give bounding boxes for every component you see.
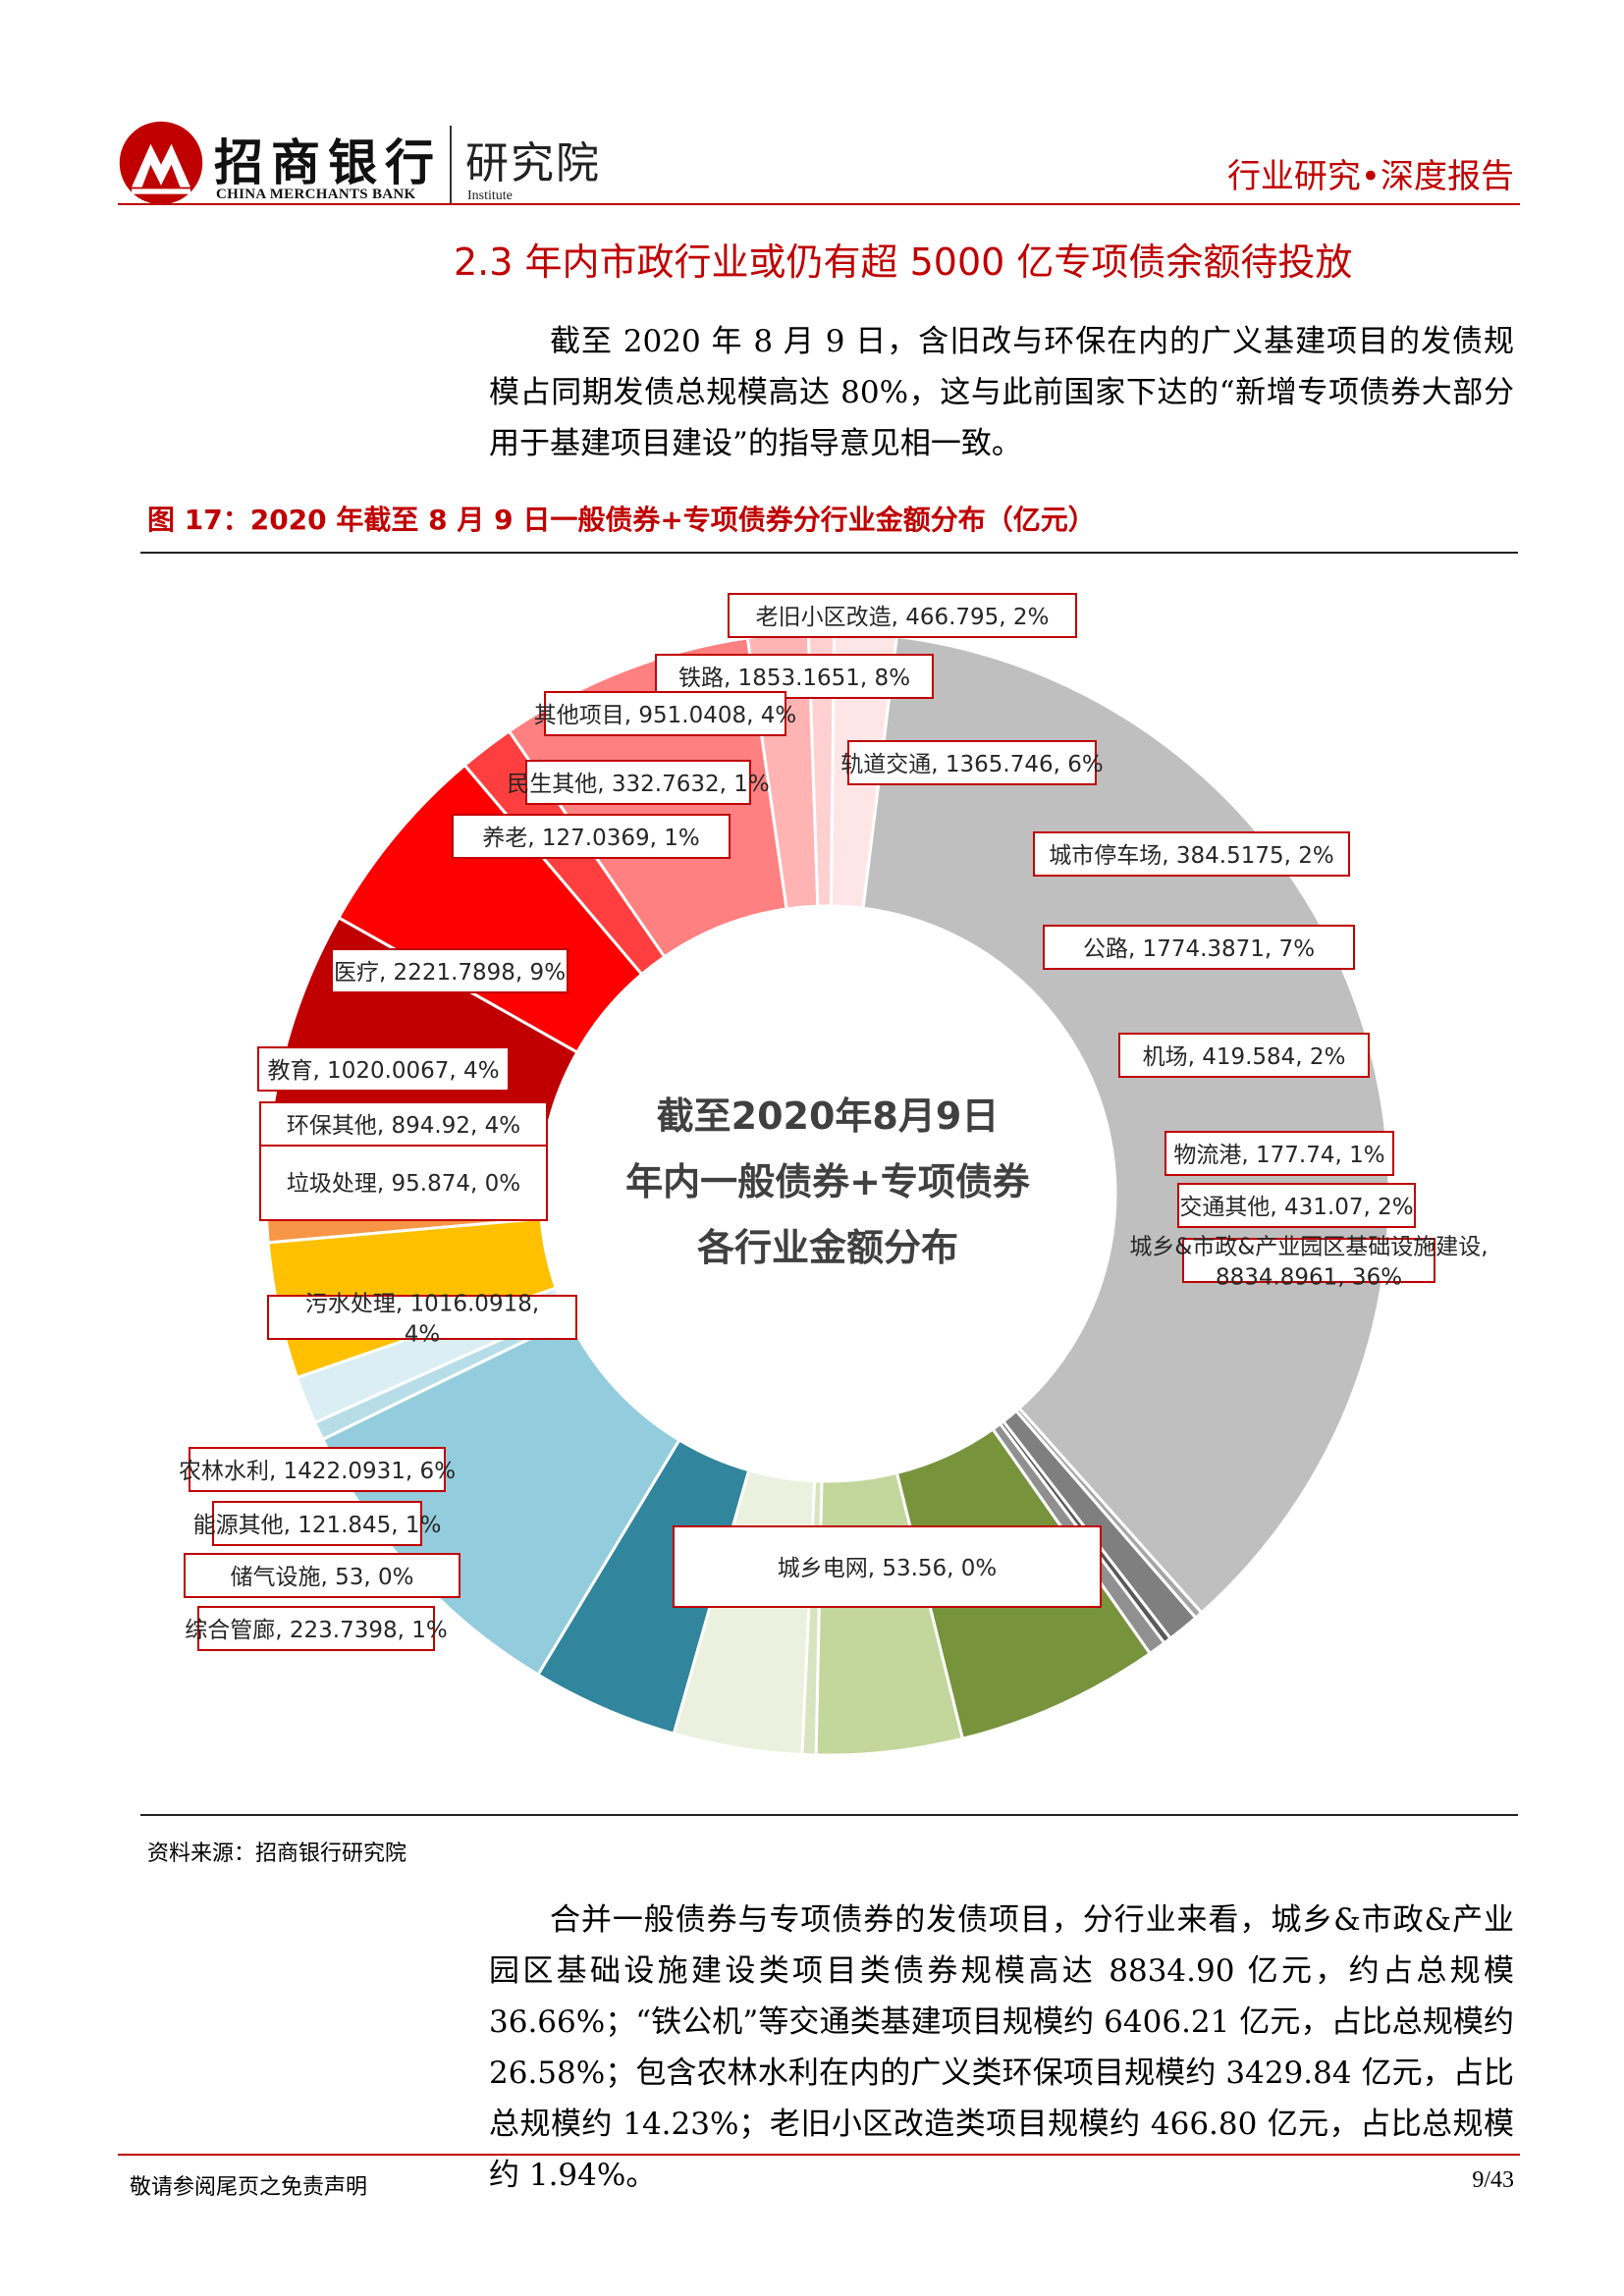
label-11: 储气设施, 53, 0% bbox=[184, 1553, 460, 1598]
label-box bbox=[212, 1501, 422, 1546]
label-text: 能源其他, 121.845, 1% bbox=[193, 1513, 442, 1538]
label-text: 轨道交通, 1365.746, 6% bbox=[840, 752, 1103, 777]
label-10: 综合管廊, 223.7398, 1% bbox=[185, 1606, 448, 1651]
label-text: 储气设施, 53, 0% bbox=[231, 1565, 414, 1590]
label-text: 机场, 419.584, 2% bbox=[1143, 1044, 1346, 1070]
label-9: 城乡电网, 53.56, 0% bbox=[673, 1525, 1102, 1608]
label-text: 交通其他, 431.07, 2% bbox=[1179, 1195, 1413, 1220]
label-box bbox=[847, 740, 1097, 785]
label-8: 城乡&市政&产业园区基础设施建设, 8834.8961, 36% bbox=[1129, 1235, 1488, 1291]
center-title-line-0: 截至2020年8月9日 bbox=[657, 1095, 1000, 1138]
label-text: 环保其他, 894.92, 4% bbox=[287, 1113, 520, 1139]
label-box bbox=[259, 1143, 548, 1221]
label-text: 教育, 1020.0067, 4% bbox=[267, 1058, 499, 1084]
label-18: 医疗, 2221.7898, 9% bbox=[331, 948, 568, 993]
footer-rule bbox=[118, 2154, 1520, 2156]
label-box bbox=[1182, 1238, 1435, 1283]
label-text: 物流港, 177.74, 1% bbox=[1173, 1143, 1384, 1168]
label-box bbox=[1043, 925, 1355, 970]
label-text: 民生其他, 332.7632, 1% bbox=[507, 772, 769, 797]
label-1: 铁路, 1853.1651, 8% bbox=[655, 654, 934, 699]
label-box bbox=[197, 1606, 435, 1651]
label-15: 垃圾处理, 95.874, 0% bbox=[259, 1143, 548, 1221]
label-box bbox=[184, 1553, 460, 1598]
label-text: 城市停车场, 384.5175, 2% bbox=[1049, 843, 1333, 869]
report-type: 行业研究•深度报告 bbox=[1226, 157, 1514, 196]
label-7: 交通其他, 431.07, 2% bbox=[1177, 1183, 1416, 1228]
label-text: 养老, 127.0369, 1% bbox=[482, 826, 699, 851]
label-text: 城乡&市政&产业园区基础设施建设, bbox=[1129, 1235, 1488, 1260]
brand-name-cn: 招商银行 bbox=[214, 133, 442, 191]
label-17: 教育, 1020.0067, 4% bbox=[257, 1046, 510, 1092]
label-text: 8834.8961, 36% bbox=[1216, 1265, 1402, 1291]
label-5: 机场, 419.584, 2% bbox=[1118, 1033, 1370, 1078]
label-box bbox=[1164, 1131, 1394, 1176]
cmb-logo-icon bbox=[119, 121, 203, 205]
label-text: 城乡电网, 53.56, 0% bbox=[778, 1556, 998, 1581]
label-box bbox=[267, 1295, 577, 1340]
label-text: 4% bbox=[405, 1322, 441, 1348]
label-box bbox=[257, 1046, 510, 1092]
chart-data-labels: 老旧小区改造, 466.795, 2% 铁路, 1853.1651, 8% 轨道交通… bbox=[179, 593, 1489, 1651]
label-box bbox=[728, 593, 1077, 638]
label-text: 农林水利, 1422.0931, 6% bbox=[179, 1459, 456, 1484]
institute-name-en: Institute bbox=[467, 188, 513, 203]
institute-name-cn: 研究院 bbox=[465, 138, 601, 188]
label-19: 养老, 127.0369, 1% bbox=[452, 814, 731, 859]
label-text: 垃圾处理, 95.874, 0% bbox=[287, 1171, 520, 1197]
label-2: 轨道交通, 1365.746, 6% bbox=[840, 740, 1104, 785]
footer-disclaimer: 敬请参阅尾页之免责声明 bbox=[130, 2175, 368, 2200]
brand-name-en: CHINA MERCHANTS BANK bbox=[216, 187, 416, 202]
section-title: 2.3 年内市政行业或仍有超 5000 亿专项债余额待投放 bbox=[454, 240, 1353, 284]
label-box bbox=[673, 1525, 1102, 1608]
header-divider bbox=[450, 126, 452, 204]
label-21: 其他项目, 951.0408, 4% bbox=[534, 691, 796, 736]
intro-paragraph: 截至 2020 年 8 月 9 日，含旧改与环保在内的广义基建项目的发债规模占同… bbox=[489, 316, 1514, 469]
label-20: 民生其他, 332.7632, 1% bbox=[507, 760, 770, 805]
summary-paragraph: 合并一般债券与专项债券的发债项目，分行业来看，城乡&市政&产业园区基础设施建设类… bbox=[489, 1895, 1514, 2201]
figure-top-rule bbox=[140, 552, 1518, 554]
label-text: 污水处理, 1016.0918, bbox=[305, 1292, 539, 1317]
header-rule bbox=[118, 203, 1520, 205]
label-text: 其他项目, 951.0408, 4% bbox=[534, 703, 796, 728]
label-box bbox=[1033, 831, 1350, 877]
label-box bbox=[655, 654, 934, 699]
label-text: 公路, 1774.3871, 7% bbox=[1083, 936, 1315, 962]
slice-8 bbox=[861, 634, 1391, 1615]
figure-bottom-rule bbox=[140, 1814, 1518, 1816]
label-box bbox=[452, 814, 731, 859]
label-13: 农林水利, 1422.0931, 6% bbox=[179, 1447, 456, 1492]
label-14: 污水处理, 1016.0918, 4% bbox=[267, 1292, 577, 1348]
intro-paragraph-text: 截至 2020 年 8 月 9 日，含旧改与环保在内的广义基建项目的发债规模占同… bbox=[489, 324, 1514, 461]
label-text: 铁路, 1853.1651, 8% bbox=[678, 666, 910, 691]
label-box bbox=[544, 691, 786, 736]
center-title-line-1: 年内一般债券+专项债券 bbox=[625, 1160, 1031, 1203]
label-12: 能源其他, 121.845, 1% bbox=[193, 1501, 442, 1546]
figure-caption: 图 17：2020 年截至 8 月 9 日一般债券+专项债券分行业金额分布（亿元… bbox=[147, 504, 1096, 536]
label-text: 医疗, 2221.7898, 9% bbox=[334, 960, 566, 986]
label-box bbox=[525, 760, 751, 805]
label-box bbox=[259, 1101, 548, 1147]
label-0: 老旧小区改造, 466.795, 2% bbox=[728, 593, 1077, 638]
center-title-line-2: 各行业金额分布 bbox=[697, 1226, 958, 1269]
label-6: 物流港, 177.74, 1% bbox=[1164, 1131, 1394, 1176]
figure-source: 资料来源：招商银行研究院 bbox=[147, 1842, 407, 1866]
label-box bbox=[189, 1447, 446, 1492]
summary-paragraph-text: 合并一般债券与专项债券的发债项目，分行业来看，城乡&市政&产业园区基础设施建设类… bbox=[489, 1902, 1514, 2193]
label-box bbox=[1118, 1033, 1370, 1078]
label-3: 城市停车场, 384.5175, 2% bbox=[1033, 831, 1350, 877]
label-4: 公路, 1774.3871, 7% bbox=[1043, 925, 1355, 970]
label-16: 环保其他, 894.92, 4% bbox=[259, 1101, 548, 1147]
label-text: 综合管廊, 223.7398, 1% bbox=[185, 1618, 447, 1643]
label-box bbox=[331, 948, 568, 993]
page-number: 9/43 bbox=[1472, 2167, 1514, 2193]
label-text: 老旧小区改造, 466.795, 2% bbox=[756, 605, 1050, 630]
label-box bbox=[1177, 1183, 1416, 1228]
